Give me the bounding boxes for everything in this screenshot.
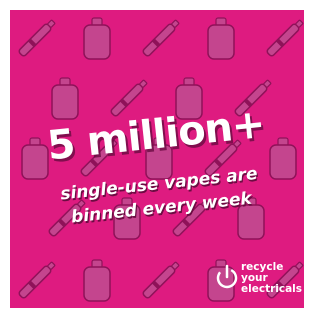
poster: 5 million+ 5 million+ single-use vapes a… [0, 0, 314, 318]
box-body [208, 25, 234, 59]
box-body [84, 267, 110, 301]
box-body [22, 145, 48, 179]
box-body [52, 85, 78, 119]
logo-text: electricals [241, 283, 302, 295]
box-body [270, 145, 296, 179]
box-body [84, 25, 110, 59]
